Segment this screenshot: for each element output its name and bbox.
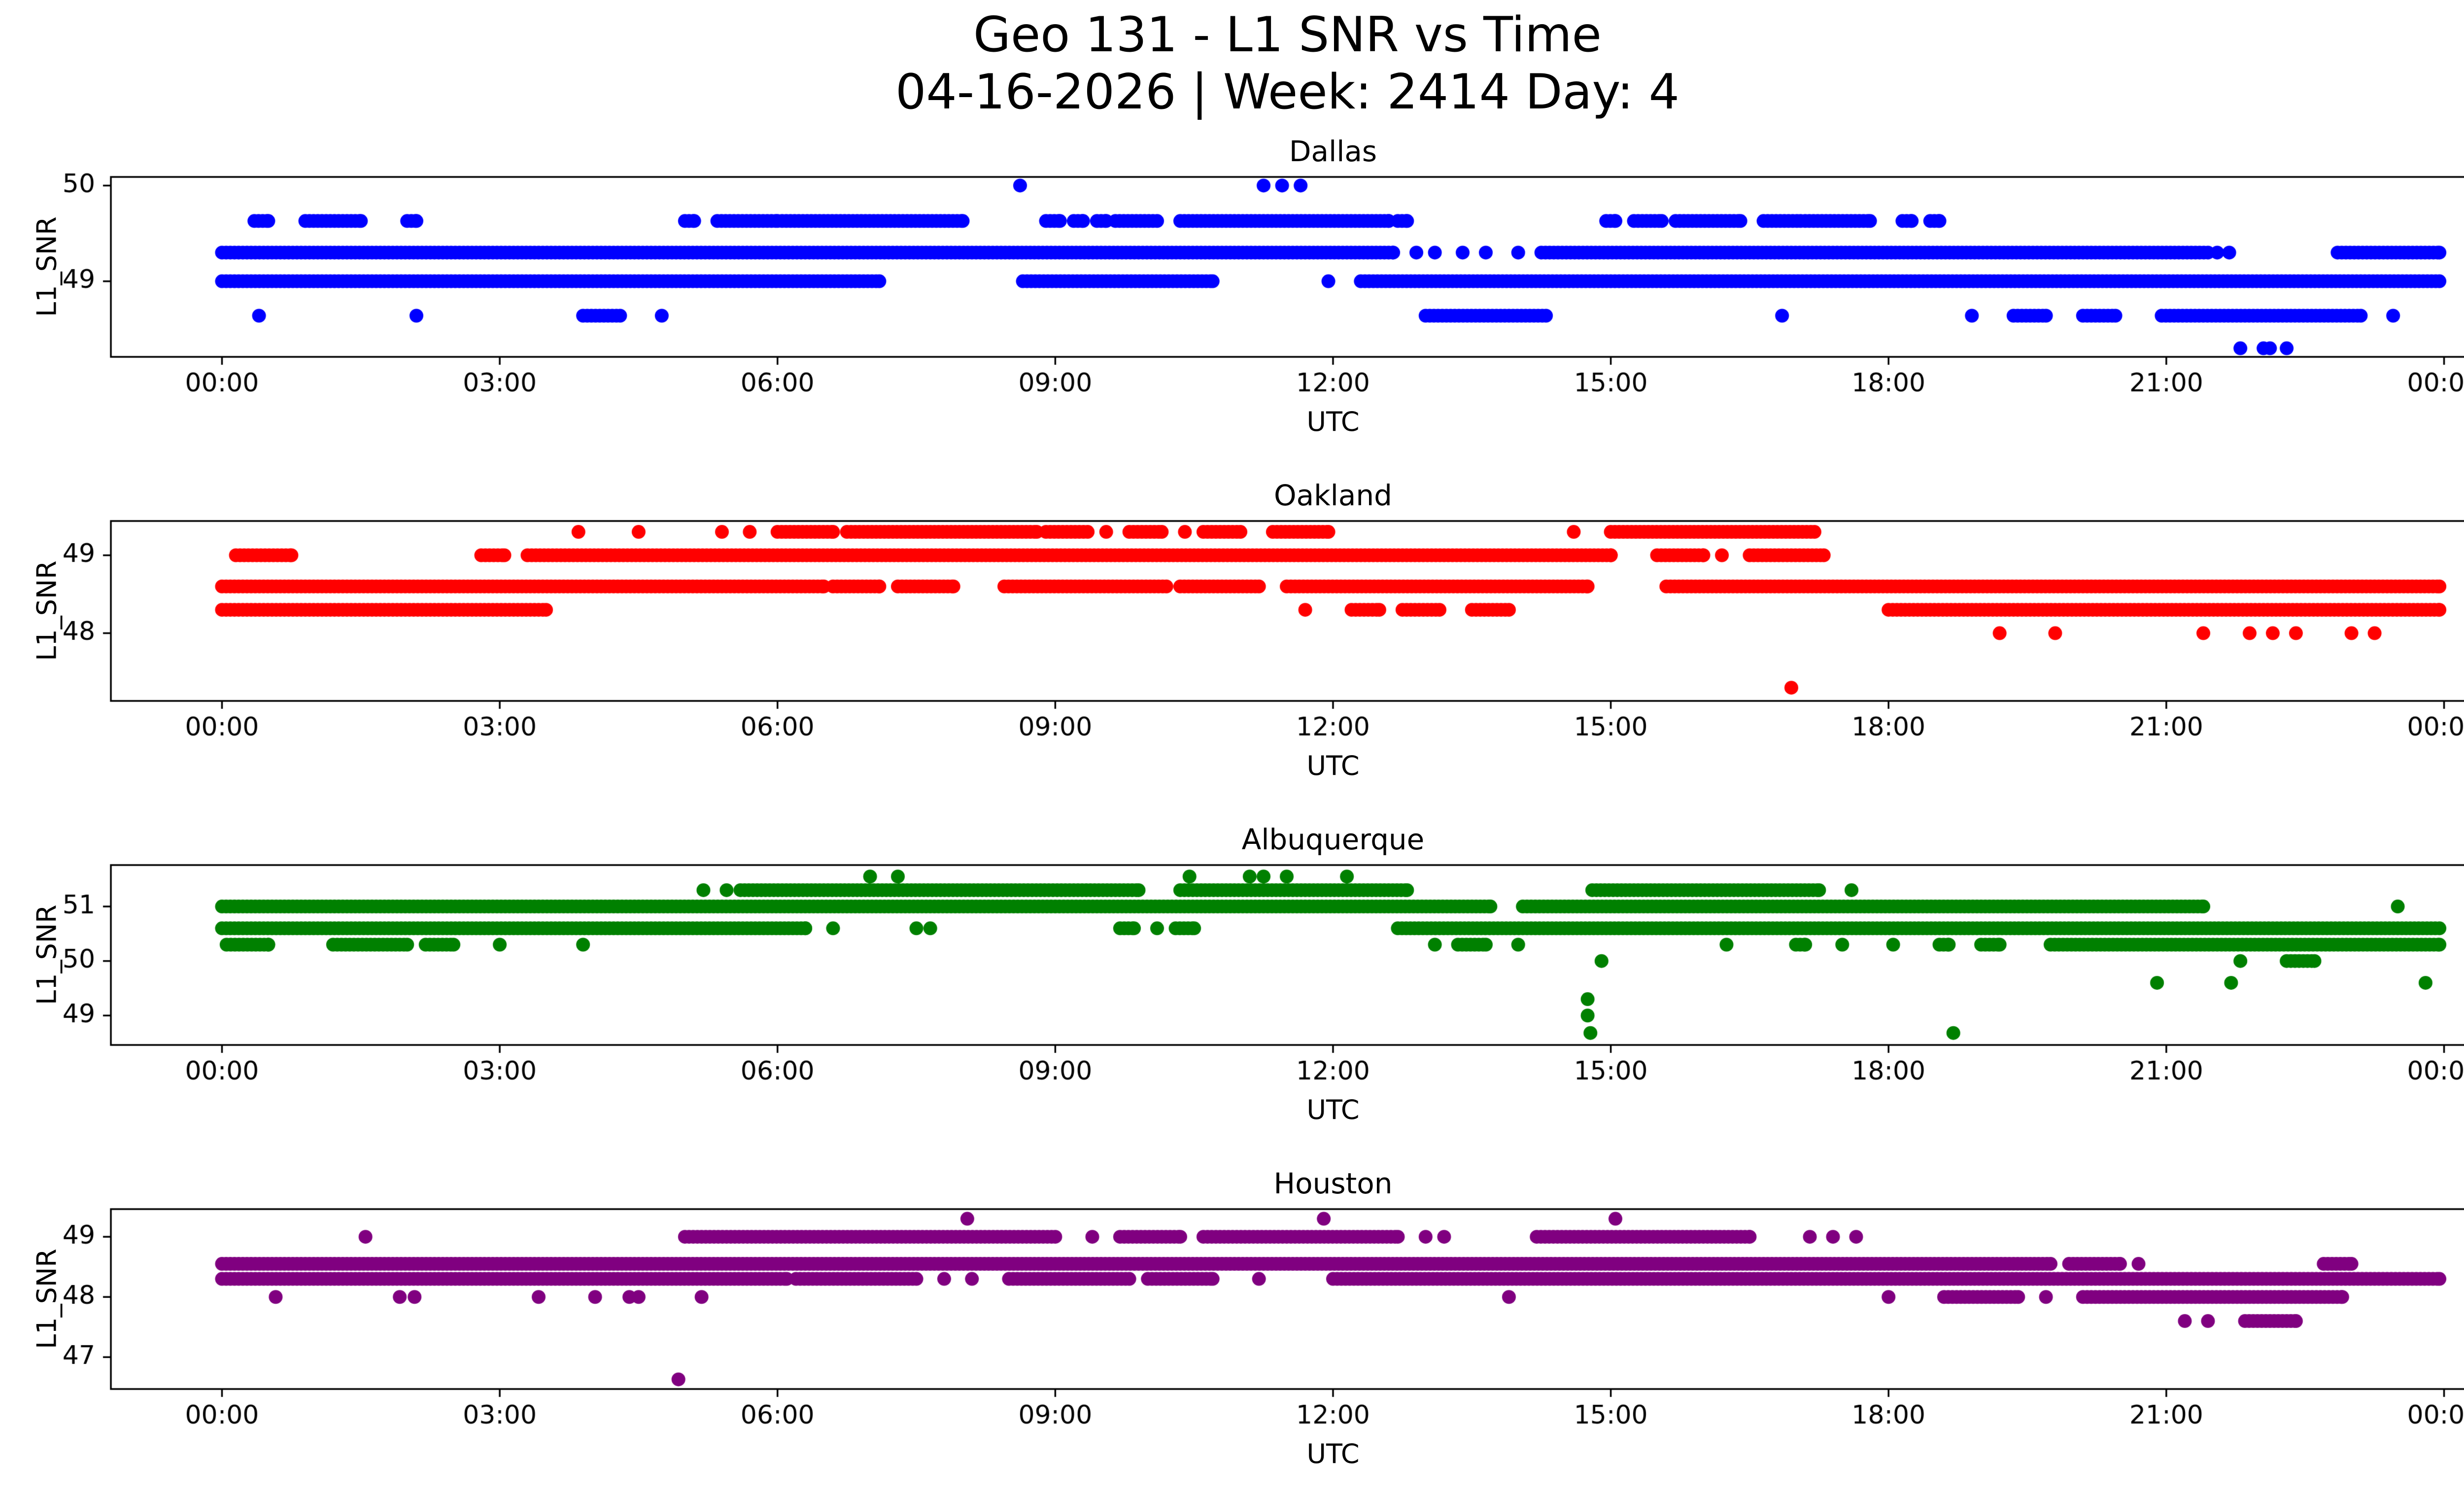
x-axis-label-oakland: UTC	[1306, 750, 1360, 781]
figure-title-line1: Geo 131 - L1 SNR vs Time	[973, 7, 1602, 63]
y-axis-label-houston: L1_SNR	[31, 1249, 63, 1349]
subplot-title-oakland: Oakland	[1273, 479, 1392, 512]
subplot-title-dallas: Dallas	[1289, 135, 1377, 168]
y-axis-label-albuquerque: L1_SNR	[31, 904, 63, 1005]
x-axis-label-albuquerque: UTC	[1306, 1094, 1360, 1125]
subplot-title-albuquerque: Albuquerque	[1241, 823, 1425, 856]
x-axis-label-houston: UTC	[1306, 1438, 1360, 1469]
x-axis-label-dallas: UTC	[1306, 406, 1360, 437]
y-axis-label-dallas: L1_SNR	[31, 216, 63, 317]
subplot-title-houston: Houston	[1273, 1167, 1393, 1200]
figure-title-line2: 04-16-2026 | Week: 2414 Day: 4	[895, 64, 1679, 120]
y-axis-label-oakland: L1_SNR	[31, 560, 63, 661]
figure-title: Geo 131 - L1 SNR vs Time 04-16-2026 | We…	[0, 7, 2464, 121]
